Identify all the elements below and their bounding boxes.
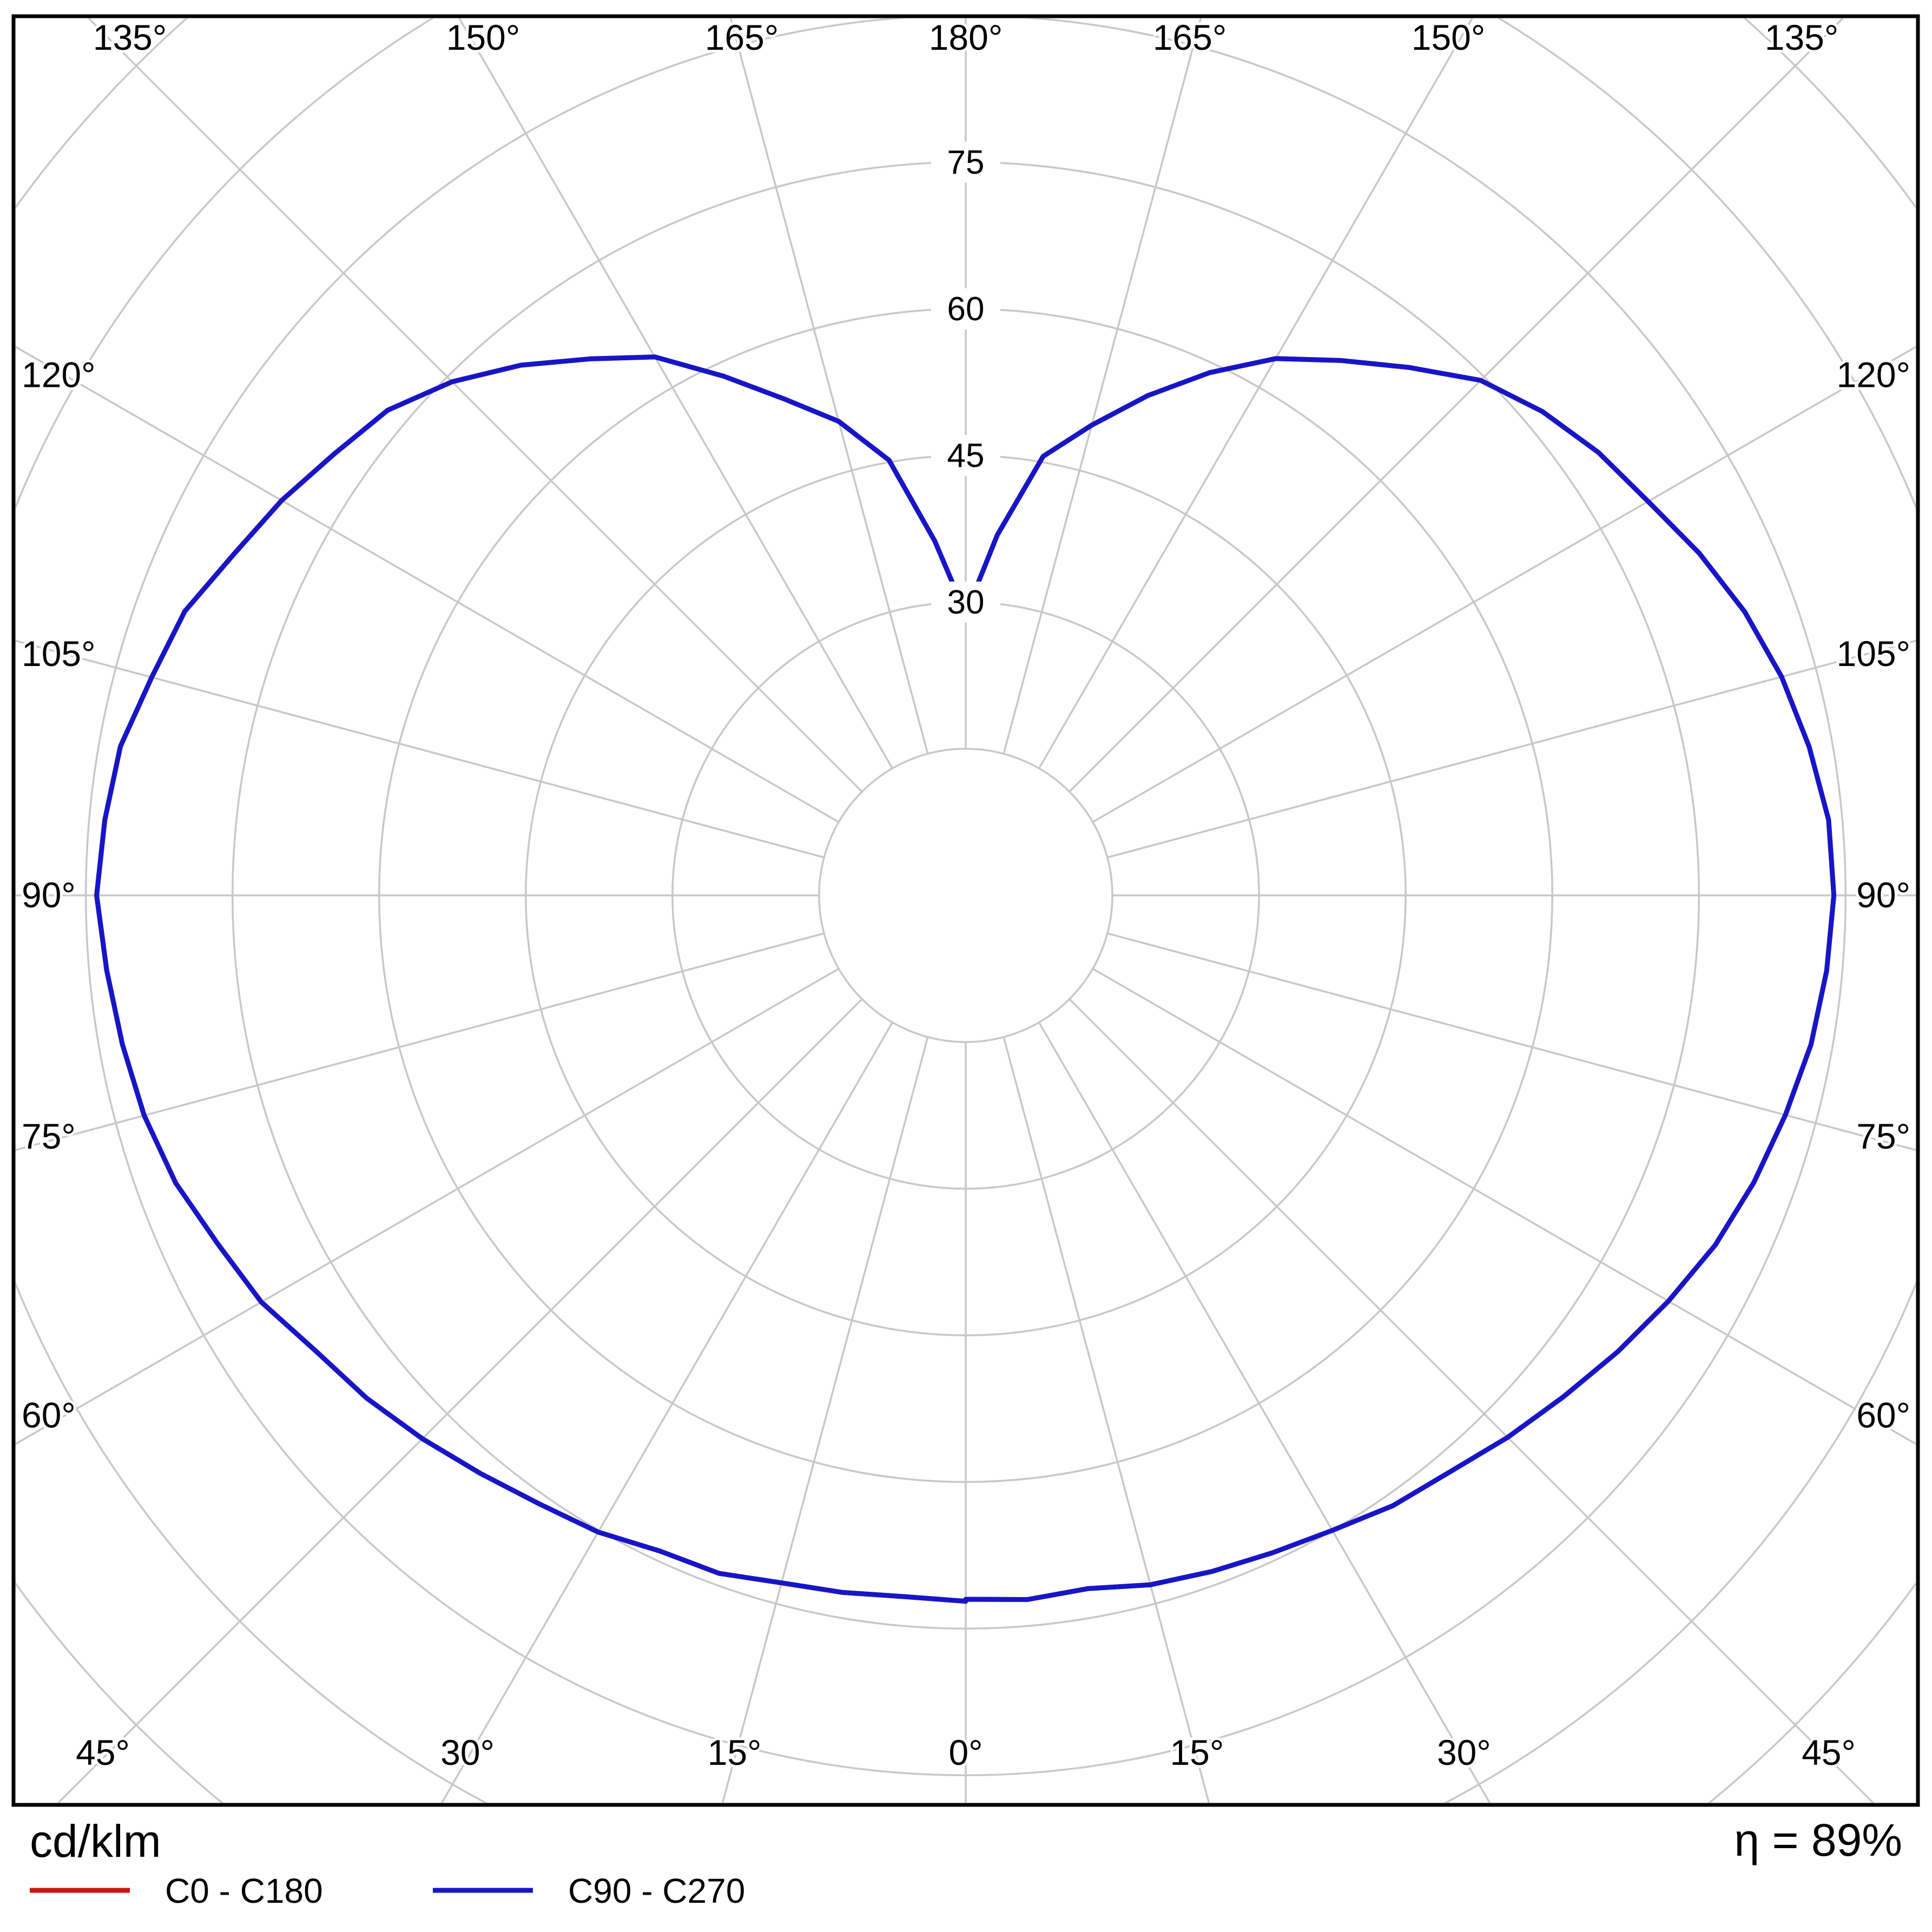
angle-label: 90° <box>1856 875 1910 915</box>
grid-ray <box>1092 968 1916 1445</box>
grid-ray <box>1003 18 1202 754</box>
chart-frame <box>11 14 1920 1807</box>
angle-label: 150° <box>1412 17 1486 57</box>
angle-label: 165° <box>1153 17 1227 57</box>
curve-C90-C270 <box>94 354 1837 1604</box>
grid-ray <box>721 1037 929 1803</box>
grid-circle <box>818 748 1113 1043</box>
angle-label: 135° <box>93 17 167 57</box>
angle-label: 45° <box>76 1732 130 1772</box>
grid-ray <box>1069 998 1875 1803</box>
radial-tick-bg <box>931 581 1000 623</box>
legend-label-c0: C0 - C180 <box>165 1871 323 1910</box>
angle-label: 165° <box>705 17 779 57</box>
angle-label: 90° <box>22 875 76 915</box>
angle-label: 15° <box>1170 1732 1224 1772</box>
angle-label: 45° <box>1802 1732 1856 1772</box>
grid-ray <box>16 346 840 823</box>
angle-label: 60° <box>1856 1395 1910 1435</box>
angle-labels: 0° 15° 15° 30° 30° 45° 45° 60° 60° 75° 75° 90° 90° 10… <box>19 15 1913 1775</box>
angle-label: 105° <box>1836 634 1910 674</box>
grid-ray <box>16 932 825 1151</box>
photometric-curves <box>94 354 1837 1604</box>
angle-label: 105° <box>22 634 96 674</box>
grid-ray <box>1092 346 1916 823</box>
efficiency-label: η = 89% <box>1734 1815 1902 1865</box>
radial-tick-label: 30 <box>947 584 985 621</box>
grid-ray <box>1069 18 1844 793</box>
radial-tick-bg <box>931 141 1000 183</box>
angle-label: 135° <box>1765 17 1839 57</box>
radial-tick-bg <box>931 288 1000 329</box>
angle-label: 15° <box>708 1732 762 1772</box>
angle-label: 30° <box>1437 1732 1491 1772</box>
angle-label: 120° <box>1836 355 1910 395</box>
grid-ray <box>729 18 929 754</box>
grid-ray <box>1003 1037 1210 1803</box>
grid-ray <box>57 998 863 1803</box>
radial-tick-label: 45 <box>947 437 985 474</box>
grid-ray <box>1107 932 1916 1151</box>
grid-ray <box>87 18 863 793</box>
grid-ray <box>458 18 893 769</box>
angle-label: 0° <box>948 1732 983 1772</box>
units-label: cd/klm <box>30 1816 161 1867</box>
radial-tick-labels: 30 45 60 75 <box>931 141 1000 624</box>
grid-ray <box>16 639 825 859</box>
angle-label: 75° <box>1856 1116 1910 1156</box>
angle-label: 150° <box>446 17 520 57</box>
grid-ray <box>440 1021 893 1803</box>
legend-label-c90: C90 - C270 <box>568 1871 745 1910</box>
radial-tick-label: 75 <box>947 144 985 181</box>
angle-label: 75° <box>22 1116 76 1156</box>
radial-tick-label: 60 <box>947 291 985 328</box>
grid-ray <box>16 968 840 1445</box>
angle-label: 180° <box>929 17 1003 57</box>
angle-label: 60° <box>22 1395 76 1435</box>
angle-label: 30° <box>440 1732 494 1772</box>
grid-ray <box>1107 639 1916 859</box>
grid-ray <box>1038 1021 1491 1803</box>
grid-ray <box>1038 18 1473 769</box>
radial-tick-bg <box>931 434 1000 476</box>
angle-label: 120° <box>22 355 96 395</box>
chart-footer: cd/klm η = 89% C0 - C180 C90 - C270 <box>30 1815 1902 1910</box>
